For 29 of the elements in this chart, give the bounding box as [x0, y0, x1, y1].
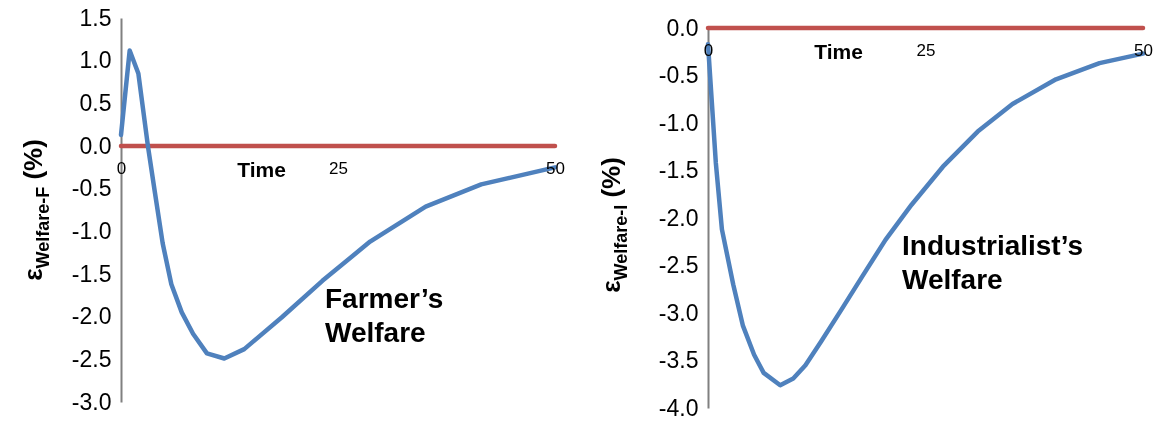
y-tick-label: -2.0 [71, 303, 112, 330]
y-tick-label: -3.0 [71, 388, 112, 415]
y-tick-label: -2.5 [71, 345, 112, 372]
annotation: Farmer’s Welfare [325, 283, 444, 348]
x-tick-label: 25 [329, 158, 348, 178]
x-tick-label: 0 [116, 158, 127, 178]
x-axis-title: Time [814, 39, 863, 63]
x-tick-label: 0 [703, 40, 714, 60]
y-tick-label: -0.5 [71, 175, 112, 202]
x-tick-label: 50 [546, 158, 565, 178]
annotation: Industrialist’s Welfare [902, 230, 1084, 295]
y-tick-label: -0.5 [658, 62, 699, 88]
x-tick-label: 25 [916, 40, 936, 60]
y-tick-label: -2.5 [658, 252, 699, 278]
y-tick-label: -1.5 [658, 157, 699, 183]
y-tick-label: 0.0 [666, 14, 699, 41]
y-tick-label: 0.0 [79, 132, 112, 159]
y-tick-label: -3.0 [658, 299, 699, 326]
y-tick-label: -1.5 [71, 260, 112, 287]
x-axis-title: Time [237, 157, 286, 181]
y-tick-label: -4.0 [658, 394, 699, 421]
x-tick-label: 50 [1134, 40, 1153, 60]
y-tick-label: -1.0 [658, 109, 699, 136]
y-tick-label: -3.5 [658, 347, 699, 373]
y-tick-label: 0.5 [79, 89, 112, 116]
y-tick-label: -2.0 [658, 204, 699, 231]
y-tick-label: 1.5 [79, 4, 112, 31]
y-tick-label: 1.0 [79, 47, 112, 74]
y-tick-label: -1.0 [71, 217, 112, 244]
